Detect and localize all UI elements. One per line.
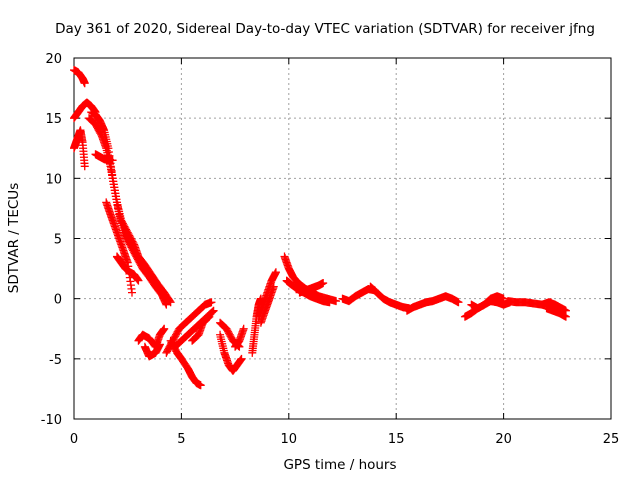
series-track-14 (188, 312, 214, 345)
y-tick-label: 15 (45, 112, 62, 127)
data-point (237, 354, 246, 363)
series-track-20 (256, 282, 278, 327)
series-track-26 (402, 292, 463, 315)
data-point-interp (208, 308, 217, 317)
series-track-9 (134, 324, 169, 351)
chart-title: Day 361 of 2020, Sidereal Day-to-day VTE… (55, 21, 595, 37)
y-tick-label: -10 (41, 413, 62, 428)
series-track-31 (542, 304, 570, 321)
data-point-interp (208, 307, 217, 316)
data-point (108, 156, 117, 165)
y-tick-labels: -10 -5 0 5 10 15 20 (41, 52, 62, 428)
y-tick-label: -5 (49, 353, 62, 368)
data-point (80, 79, 89, 88)
x-tick-labels: 0 5 10 15 20 25 (70, 432, 619, 447)
series-track-22 (282, 276, 334, 307)
series-track-15 (216, 330, 246, 375)
data-points (70, 66, 570, 390)
data-point (160, 324, 169, 333)
series-track-7 (102, 198, 136, 297)
series-track-23 (295, 279, 328, 297)
y-axis-label: SDTVAR / TECUs (6, 183, 22, 293)
series-track-6 (91, 150, 117, 165)
x-tick-label: 5 (177, 432, 185, 447)
series-track-12 (166, 336, 205, 390)
x-tick-label: 15 (388, 432, 405, 447)
y-tick-label: 0 (54, 293, 62, 308)
y-tick-label: 5 (54, 233, 62, 248)
x-tick-label: 20 (495, 432, 512, 447)
data-point (271, 268, 280, 277)
series-track-11 (162, 298, 216, 357)
data-point (454, 298, 463, 307)
data-point (239, 324, 248, 333)
data-point (325, 298, 334, 307)
series-track-28 (467, 297, 515, 313)
data-point (205, 312, 214, 321)
data-point (209, 306, 218, 315)
data-point (127, 288, 136, 297)
data-point-interp (204, 313, 213, 322)
series-track-24 (338, 285, 379, 306)
grid-layer (74, 58, 611, 419)
data-point (134, 276, 143, 285)
data-point-interp (203, 314, 212, 323)
data-point (332, 297, 341, 306)
series-track-1 (70, 66, 89, 88)
data-point-interp (165, 297, 174, 306)
data-point (207, 298, 216, 307)
x-tick-label: 10 (281, 432, 298, 447)
data-point (162, 300, 171, 309)
series-track-2 (70, 98, 100, 123)
y-tick-label: 10 (45, 172, 62, 187)
series-track-10 (140, 340, 164, 361)
y-tick-label: 20 (45, 52, 62, 67)
data-point (561, 312, 570, 321)
x-tick-label: 25 (603, 432, 620, 447)
data-point (196, 381, 205, 390)
series-track-3 (70, 126, 89, 171)
series-track-17 (231, 324, 248, 351)
x-tick-label: 0 (70, 432, 78, 447)
data-point (319, 279, 328, 288)
x-axis-label: GPS time / hours (283, 457, 396, 473)
data-point (166, 298, 175, 307)
series-track-8 (112, 252, 143, 285)
data-point (155, 340, 164, 349)
series-track-25 (366, 282, 414, 313)
data-point (269, 282, 278, 291)
tick-layer (73, 57, 612, 420)
series-track-5 (87, 108, 175, 307)
data-point (80, 162, 89, 171)
